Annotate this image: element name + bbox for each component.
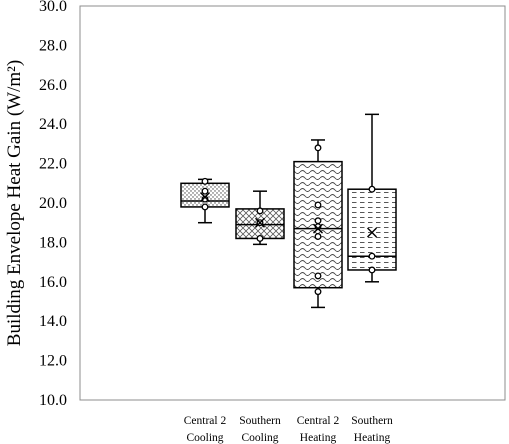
box-group [180, 177, 230, 224]
category-label: Southern [239, 415, 281, 427]
y-tick-label: 20.0 [39, 195, 67, 212]
data-point [368, 185, 376, 193]
y-tick-label: 16.0 [39, 274, 67, 291]
y-tick-label: 22.0 [39, 156, 67, 173]
data-point [201, 187, 209, 195]
box-group [347, 113, 397, 283]
y-tick-label: 28.0 [39, 37, 67, 54]
y-tick-label: 24.0 [39, 116, 67, 133]
data-point [314, 288, 322, 296]
data-point [314, 144, 322, 152]
y-tick-label: 14.0 [39, 313, 67, 330]
data-point [201, 203, 209, 211]
data-point [314, 272, 322, 280]
category-label: Cooling [241, 432, 278, 444]
mean-marker [200, 192, 210, 203]
data-point [256, 207, 264, 215]
data-point [368, 252, 376, 260]
plot-area [79, 5, 506, 401]
data-point [314, 233, 322, 240]
data-point [201, 177, 209, 185]
y-tick-label: 26.0 [39, 77, 67, 94]
category-label: Central 2 [184, 415, 227, 427]
box-group [235, 190, 285, 246]
y-tick-label: 10.0 [39, 392, 67, 409]
mean-marker [367, 227, 377, 238]
category-label: Heating [300, 432, 337, 444]
y-axis-title: Building Envelope Heat Gain (W/m²) [4, 60, 25, 346]
category-label: Central 2 [297, 415, 340, 427]
data-point [314, 201, 322, 209]
category-label: Southern [351, 415, 393, 427]
y-tick-label: 18.0 [39, 234, 67, 251]
box-iqr [180, 182, 230, 208]
box-group [293, 139, 343, 309]
data-point [256, 235, 264, 242]
y-tick-label: 12.0 [39, 353, 67, 370]
data-point [368, 266, 376, 274]
category-label: Heating [354, 432, 391, 444]
mean-marker [313, 223, 323, 234]
category-label: Cooling [186, 432, 223, 444]
mean-marker [255, 217, 265, 228]
y-tick-label: 30.0 [39, 0, 67, 15]
data-point [314, 217, 322, 225]
